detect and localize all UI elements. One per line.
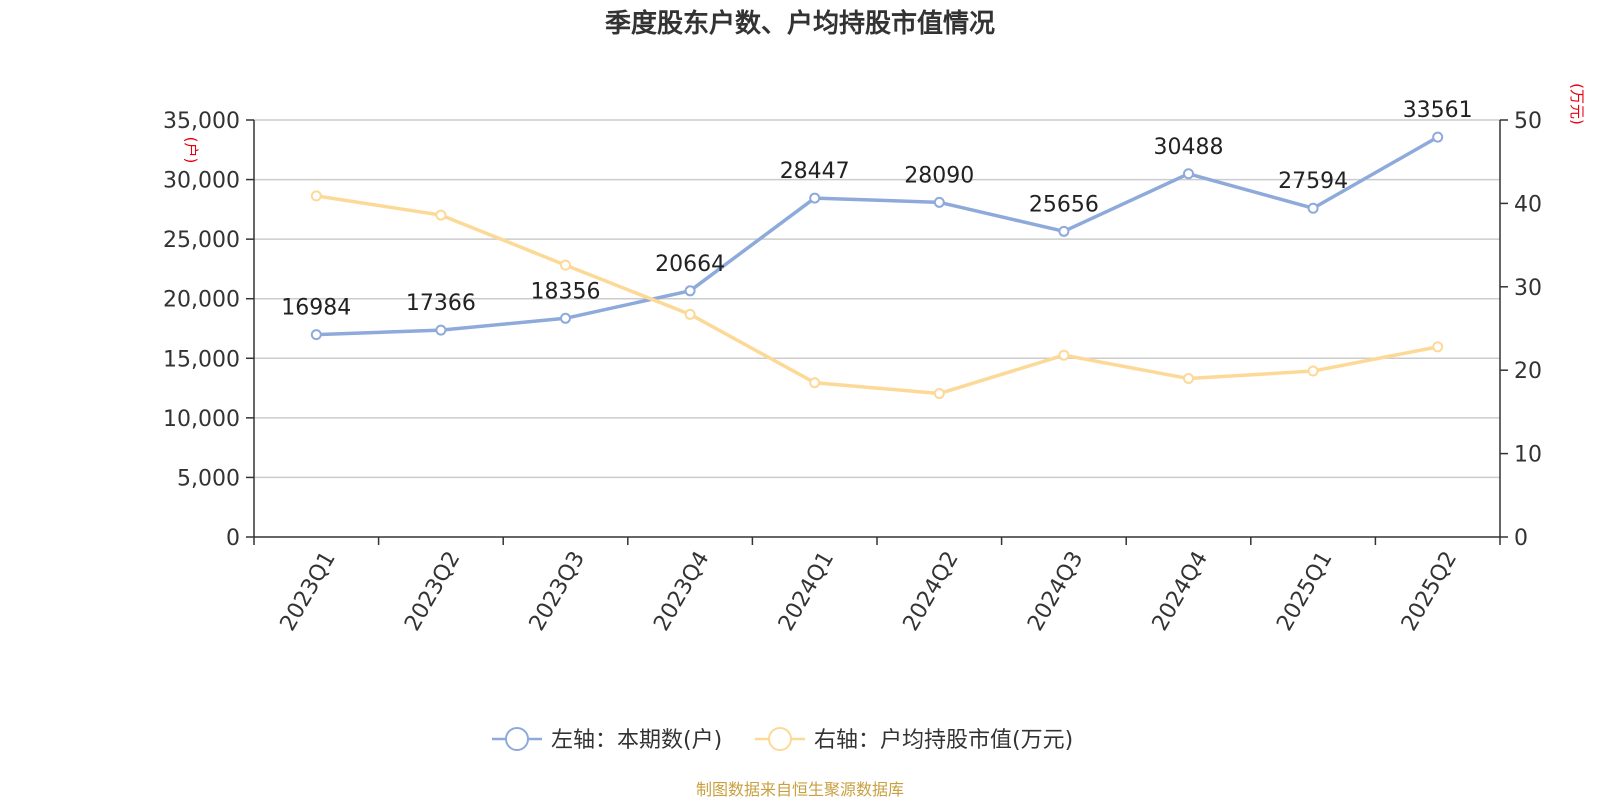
series-0-point[interactable]	[435, 324, 447, 336]
left-axis-tick-label: 15,000	[163, 347, 240, 372]
series-line-1	[316, 194, 1439, 396]
left-axis-unit: (户)	[182, 137, 200, 164]
series-1-point[interactable]	[310, 190, 322, 202]
legend-right-series-marker-icon	[768, 727, 792, 751]
x-axis-tick-label: 2024Q1	[774, 547, 839, 635]
data-label: 27594	[1278, 169, 1348, 194]
data-label: 16984	[281, 296, 351, 321]
left-axis-tick-label: 35,000	[163, 109, 240, 134]
data-source-footer: 制图数据来自恒生聚源数据库	[696, 780, 904, 799]
data-label: 25656	[1029, 192, 1099, 217]
data-labels: 16984 17366 18356 20664 28447 28090 25656 30488…	[281, 98, 1472, 321]
series-0-point[interactable]	[933, 196, 945, 208]
left-axis-tick-label: 10,000	[163, 407, 240, 432]
chart-title: 季度股东户数、户均持股市值情况	[605, 8, 995, 39]
legend-left-series-marker-icon	[505, 727, 529, 751]
series-0-point[interactable]	[560, 312, 571, 324]
series-1-point[interactable]	[1307, 365, 1319, 377]
series-0-point[interactable]	[809, 192, 821, 204]
left-axis-tick-label: 30,000	[163, 169, 240, 194]
series-1-point[interactable]	[1183, 373, 1194, 385]
data-label: 33561	[1403, 98, 1473, 123]
x-axis-tick-label: 2023Q1	[276, 547, 341, 635]
left-axis-tick-label: 25,000	[163, 228, 240, 253]
grid-lines	[254, 119, 1500, 479]
right-axis-unit: (万元)	[1568, 83, 1586, 125]
x-axis-tick-label: 2023Q2	[400, 547, 465, 635]
x-axis-tick-label: 2023Q3	[525, 547, 590, 635]
x-axis-tick-label: 2023Q4	[649, 547, 714, 635]
right-axis-tick-label: 50	[1514, 109, 1542, 134]
data-label: 18356	[531, 279, 601, 304]
series-1-point[interactable]	[684, 308, 696, 320]
left-axis-tick-label: 5,000	[177, 466, 240, 491]
legend-item-left-series[interactable]: 左轴：本期数(户)	[492, 727, 722, 753]
series-0-point[interactable]	[1058, 225, 1070, 237]
right-axis-tick-label: 40	[1514, 192, 1542, 217]
x-axis-tick-label: 2025Q2	[1397, 547, 1462, 635]
series-0-point[interactable]	[1432, 131, 1444, 143]
series-1-point[interactable]	[809, 377, 821, 389]
series-1-point[interactable]	[435, 209, 447, 221]
series-0-point[interactable]	[1307, 202, 1319, 214]
data-label: 28447	[780, 159, 850, 184]
data-label: 17366	[406, 291, 476, 316]
left-axis-tick-label: 20,000	[163, 288, 240, 313]
right-axis-tick-label: 10	[1514, 443, 1542, 468]
right-axis-tick-label: 0	[1514, 526, 1528, 551]
series-1-point[interactable]	[560, 259, 571, 271]
legend-left-series-label: 左轴：本期数(户)	[551, 728, 722, 753]
x-axis-tick-label: 2024Q2	[899, 547, 964, 635]
data-label: 30488	[1154, 135, 1224, 160]
series-0-point[interactable]	[684, 285, 696, 297]
legend-right-series-label: 右轴：户均持股市值(万元)	[814, 728, 1073, 753]
legend[interactable]: 左轴：本期数(户) 右轴：户均持股市值(万元)	[492, 727, 1073, 753]
legend-item-right-series[interactable]: 右轴：户均持股市值(万元)	[755, 727, 1073, 753]
x-axis-tick-label: 2024Q4	[1148, 547, 1213, 635]
left-axis-tick-label: 0	[226, 526, 240, 551]
series-1-point[interactable]	[1058, 349, 1070, 361]
right-axis-tick-label: 20	[1514, 359, 1542, 384]
series-0-point[interactable]	[1183, 168, 1194, 180]
series-0-point[interactable]	[310, 329, 322, 341]
data-label: 28090	[904, 163, 974, 188]
series-1-point[interactable]	[1432, 341, 1444, 353]
data-label: 20664	[655, 252, 725, 277]
x-axis-tick-label: 2025Q1	[1272, 547, 1337, 635]
series-line-0	[316, 135, 1439, 337]
right-axis-tick-label: 30	[1514, 276, 1542, 301]
series-1-point[interactable]	[933, 388, 945, 400]
series-layer	[310, 131, 1444, 400]
x-axis-tick-label: 2024Q3	[1023, 547, 1088, 635]
